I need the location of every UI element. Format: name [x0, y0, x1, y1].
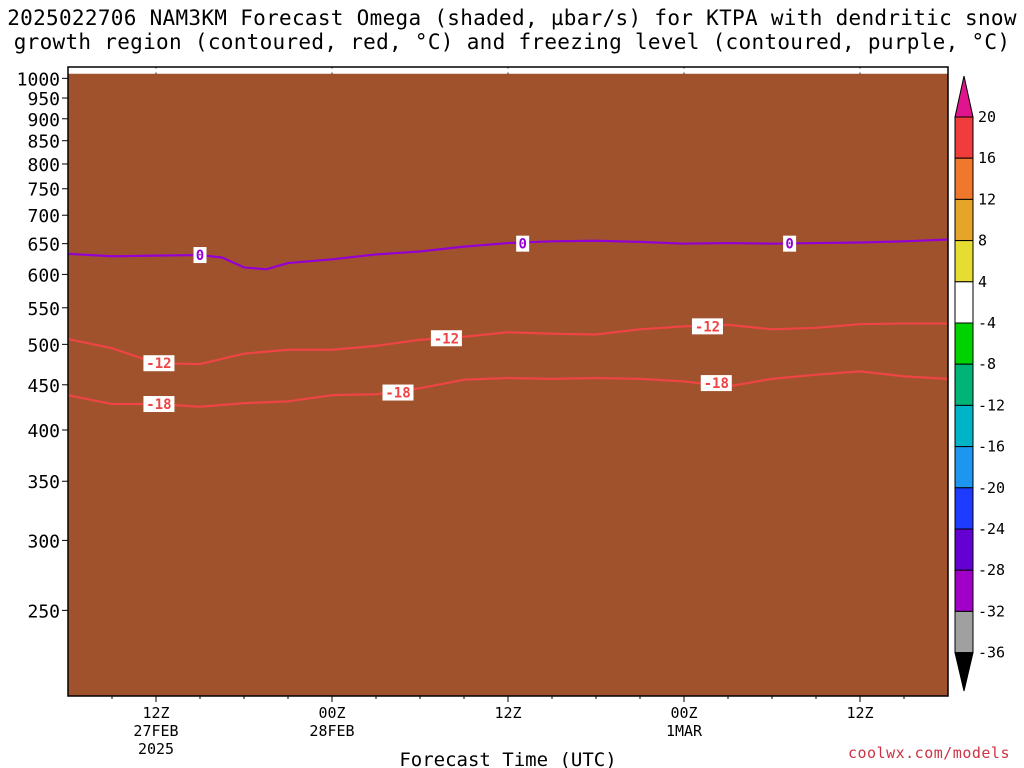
plot-frame	[67, 66, 949, 697]
contour-label: 0	[785, 237, 793, 253]
contour-label: -12	[434, 331, 459, 347]
colorbar-swatch	[954, 569, 974, 612]
colorbar-label: -4	[978, 314, 996, 332]
contour-label: -18	[385, 386, 410, 402]
y-tick-label: 650	[27, 235, 60, 256]
colorbar-label: 4	[978, 273, 987, 291]
dendritic-growth-contour	[67, 370, 949, 408]
colorbar-swatch	[954, 116, 974, 159]
colorbar-swatch	[954, 240, 974, 283]
contour-label: -18	[146, 397, 171, 413]
colorbar-swatch	[954, 528, 974, 571]
x-tick-date-label: 28FEB	[309, 722, 354, 740]
contour-label: 0	[196, 248, 204, 264]
colorbar-label: -24	[978, 520, 1005, 538]
colorbar-bottom-arrow	[954, 652, 974, 692]
colorbar-swatch	[954, 446, 974, 489]
y-tick-label: 600	[27, 265, 60, 286]
colorbar-label: -16	[978, 438, 1005, 456]
x-tick-label: 12Z	[494, 704, 521, 722]
contour-label-bg	[430, 330, 462, 347]
contour-label-bg	[691, 318, 723, 335]
terrain-fill	[68, 73, 948, 696]
contour-label: -18	[704, 376, 729, 392]
dendritic-growth-contour	[67, 322, 948, 366]
y-tick-label: 300	[27, 531, 60, 552]
colorbar-label: -32	[978, 602, 1005, 620]
y-tick-label: 550	[27, 299, 60, 320]
x-axis-label: Forecast Time (UTC)	[399, 749, 616, 768]
colorbar-swatch	[954, 487, 974, 530]
colorbar-label: 16	[978, 149, 996, 167]
x-tick-year-label: 2025	[138, 740, 174, 758]
contour-label: -12	[146, 356, 171, 372]
x-tick-label: 12Z	[846, 704, 873, 722]
y-tick-label: 500	[27, 335, 60, 356]
colorbar-swatch	[954, 198, 974, 242]
colorbar-label: -8	[978, 355, 996, 373]
y-tick-label: 350	[27, 472, 60, 493]
colorbar-label: 8	[978, 232, 987, 250]
y-tick-label: 750	[27, 180, 60, 201]
chart-title-line-1: 2025022706 NAM3KM Forecast Omega (shaded…	[7, 6, 1017, 30]
contour-label: -12	[695, 319, 720, 335]
y-tick-label: 800	[27, 155, 60, 176]
contour-label-bg	[143, 396, 175, 413]
colorbar-swatch	[954, 404, 974, 448]
colorbar-label: -12	[978, 396, 1005, 414]
y-tick-label: 700	[27, 206, 60, 227]
contour-label-bg	[783, 235, 797, 252]
x-tick-label: 00Z	[670, 704, 697, 722]
credit-link[interactable]: coolwx.com/models	[847, 744, 1010, 762]
x-tick-date-label: 1MAR	[666, 722, 703, 740]
y-tick-label: 1000	[17, 69, 60, 90]
colorbar-swatch	[954, 281, 974, 324]
colorbar-swatch	[954, 322, 974, 365]
contour-label: 0	[518, 237, 526, 253]
colorbar-label: 20	[978, 108, 996, 126]
contour-label-bg	[700, 375, 732, 392]
contour-label-bg	[382, 384, 414, 401]
x-tick-date-label: 27FEB	[133, 722, 178, 740]
colorbar-swatch	[954, 157, 974, 200]
y-tick-label: 400	[27, 421, 60, 442]
y-tick-label: 250	[27, 601, 60, 622]
colorbar-label: 12	[978, 190, 996, 208]
y-tick-label: 850	[27, 132, 60, 153]
x-tick-label: 12Z	[142, 704, 169, 722]
colorbar-swatch	[954, 363, 974, 406]
contour-label-bg	[143, 355, 175, 372]
y-tick-label: 950	[27, 89, 60, 110]
x-tick-label: 00Z	[318, 704, 345, 722]
colorbar-label: -20	[978, 479, 1005, 497]
colorbar-swatch	[954, 610, 974, 654]
colorbar-label: -36	[978, 644, 1005, 662]
y-tick-label: 450	[27, 376, 60, 397]
contour-label-bg	[516, 235, 530, 252]
chart-title-line-2: growth region (contoured, red, °C) and f…	[13, 30, 1011, 54]
colorbar-label: -28	[978, 561, 1005, 579]
colorbar-top-arrow	[954, 75, 974, 118]
y-tick-label: 900	[27, 110, 60, 131]
contour-label-bg	[193, 247, 207, 264]
